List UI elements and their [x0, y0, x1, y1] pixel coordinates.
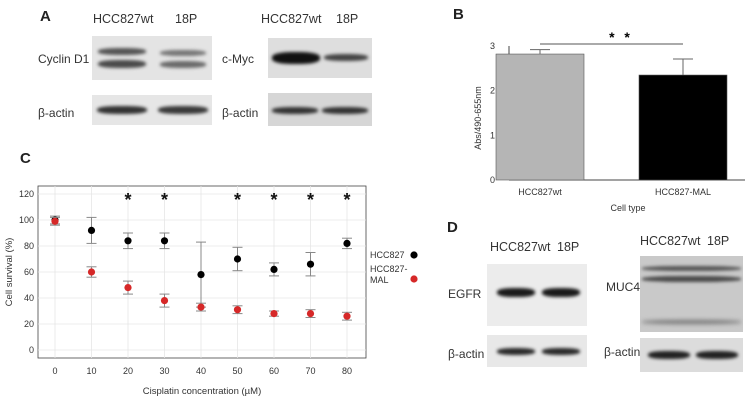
y-tick-label: 20: [24, 319, 34, 329]
data-point: [306, 310, 315, 318]
legend-marker: [410, 275, 418, 283]
panel-label-b: B: [453, 6, 464, 23]
lane-label-18p: 18P: [707, 234, 730, 248]
y-tick-label: 1: [490, 130, 495, 140]
data-point: [87, 226, 96, 234]
y-tick-label: 3: [490, 41, 495, 51]
y-tick-label: 0: [29, 345, 34, 355]
x-tick-label: 10: [86, 366, 96, 376]
significance-star: *: [124, 190, 131, 210]
bar: [638, 74, 728, 181]
data-point: [160, 237, 169, 245]
lane-label-18p: 18P: [336, 12, 359, 26]
data-point: [270, 310, 278, 318]
panel-label-d: D: [447, 219, 458, 236]
panel-label-a: A: [40, 8, 51, 25]
x-tick-label: 80: [342, 366, 352, 376]
legend-label: HCC827: [370, 250, 405, 260]
significance-star: *: [234, 190, 241, 210]
lane-label-18p: 18P: [557, 240, 580, 254]
data-point: [197, 271, 205, 279]
blot-label-beta-actin: β-actin: [604, 345, 641, 359]
panel-label-c: C: [20, 150, 31, 167]
lane-label-wt: HCC827wt: [93, 12, 154, 26]
y-axis-label: Cell survival (%): [4, 238, 15, 307]
significance-star: *: [343, 190, 350, 210]
blot-label-beta-actin: β-actin: [38, 106, 75, 120]
blot-label-egfr: EGFR: [448, 287, 482, 301]
legend-label: HCC827-: [370, 264, 408, 274]
y-tick-label: 80: [24, 241, 34, 251]
blot-beta-actin: [640, 338, 743, 372]
blot-beta-actin: [487, 335, 587, 367]
x-tick-label: 50: [232, 366, 242, 376]
x-tick-label: 70: [305, 366, 315, 376]
y-tick-label: 60: [24, 267, 34, 277]
significance-marker: * *: [609, 29, 633, 45]
data-point: [270, 265, 278, 273]
data-point: [87, 268, 96, 276]
data-point: [343, 239, 351, 247]
y-tick-label: 40: [24, 293, 34, 303]
data-point: [306, 260, 315, 268]
bar-chart: * * 0 1 2 3 HCC827wt HCC827-MAL Abs/490-655n…: [473, 29, 745, 213]
bar: [495, 53, 585, 181]
lane-label-wt: HCC827wt: [490, 240, 551, 254]
x-tick-label: 0: [52, 366, 57, 376]
blot-label-muc4: MUC4: [606, 280, 641, 294]
y-tick-label: 2: [490, 86, 495, 96]
significance-star: *: [270, 190, 277, 210]
data-point: [51, 217, 59, 225]
x-tick-label: HCC827wt: [518, 187, 562, 197]
data-point: [124, 284, 132, 292]
data-point: [233, 255, 242, 263]
blot-label-c-myc: c-Myc: [222, 52, 254, 66]
data-point: [197, 303, 205, 311]
y-tick-label: 100: [19, 215, 34, 225]
blot-label-beta-actin: β-actin: [222, 106, 259, 120]
blot-cyclin-d1: [92, 36, 212, 80]
x-axis-label: Cell type: [610, 203, 645, 213]
legend-label: MAL: [370, 275, 389, 285]
significance-star: *: [161, 190, 168, 210]
x-tick-label: 60: [269, 366, 279, 376]
x-tick-label: 20: [123, 366, 133, 376]
blot-muc4: [640, 256, 743, 332]
y-tick-label: 120: [19, 189, 34, 199]
blot-egfr: [487, 264, 587, 326]
y-axis-label: Abs/490-655nm: [473, 86, 483, 150]
survival-chart: 0 20 40 60 80 100 120 0 10 20 30 40 50 60 70 80 * * * * * *…: [4, 185, 418, 397]
x-tick-label: 40: [196, 366, 206, 376]
data-point: [343, 312, 351, 320]
x-axis-label: Cisplatin concentration (µM): [143, 386, 261, 397]
lane-label-18p: 18P: [175, 12, 198, 26]
data-point: [160, 297, 169, 305]
blot-beta-actin: [268, 93, 372, 126]
blot-beta-actin: [92, 95, 212, 125]
blot-c-myc: [268, 38, 372, 78]
data-point: [233, 306, 242, 314]
x-tick-label: 30: [159, 366, 169, 376]
blot-label-beta-actin: β-actin: [448, 347, 485, 361]
significance-star: *: [307, 190, 314, 210]
data-point: [124, 237, 132, 245]
x-tick-label: HCC827-MAL: [655, 187, 711, 197]
y-tick-label: 0: [490, 175, 495, 185]
blot-label-cyclin-d1: Cyclin D1: [38, 52, 90, 66]
lane-label-wt: HCC827wt: [261, 12, 322, 26]
legend-marker: [410, 251, 418, 259]
lane-label-wt: HCC827wt: [640, 234, 701, 248]
